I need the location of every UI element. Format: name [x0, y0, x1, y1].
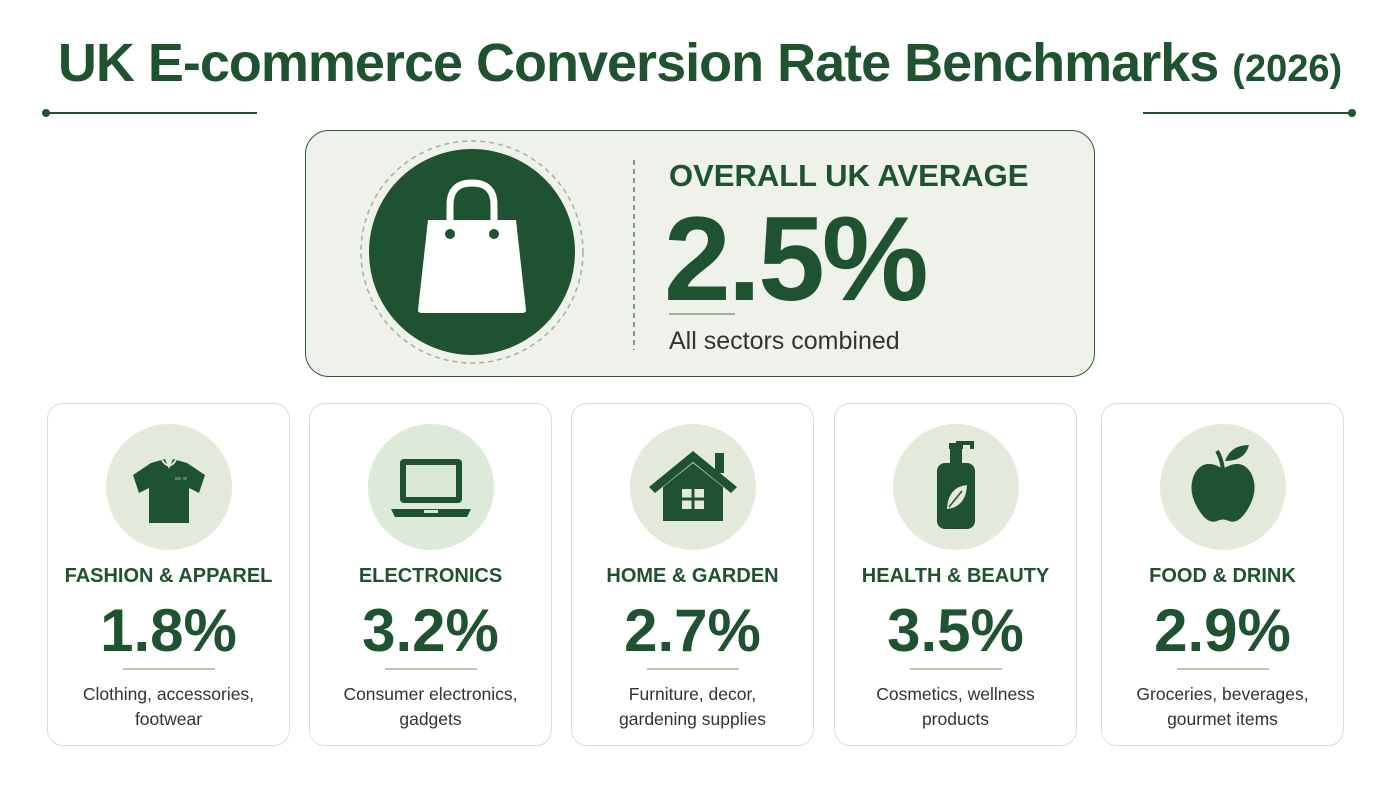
sector-card: ELECTRONICS 3.2% Consumer electronics, gad…	[309, 403, 552, 746]
overall-value: 2.5%	[664, 192, 929, 326]
sector-icon	[106, 424, 232, 550]
sector-rule	[647, 668, 739, 670]
overall-rule	[669, 313, 735, 315]
sector-name: FOOD & DRINK	[1149, 565, 1296, 587]
sector-description: Consumer electronics, gadgets	[343, 684, 518, 729]
sector-rule	[385, 668, 477, 670]
sector-value: 1.8%	[100, 597, 237, 664]
sector-description: Cosmetics, wellness products	[876, 684, 1035, 729]
bag-icon	[360, 140, 635, 364]
sector-value: 3.5%	[887, 597, 1024, 664]
sector-rule	[1177, 668, 1269, 670]
sector-icon	[368, 424, 494, 550]
title-year: (2026)	[1232, 48, 1343, 90]
overall-note: All sectors combined	[669, 327, 900, 355]
title-text: UK E-commerce Conversion Rate Benchmarks	[57, 33, 1219, 93]
sector-icon	[1160, 424, 1286, 550]
sector-card: FOOD & DRINK 2.9% Groceries, beverages, go…	[1101, 403, 1344, 746]
sector-name: ELECTRONICS	[358, 565, 503, 587]
sector-value: 3.2%	[362, 597, 499, 664]
sector-card: HEALTH & BEAUTY 3.5% Cosmetics, wellness p…	[834, 403, 1077, 746]
overall-label: OVERALL UK AVERAGE	[669, 158, 1029, 193]
sector-rule	[123, 668, 215, 670]
sector-icon	[893, 424, 1019, 550]
sector-description: Clothing, accessories, footwear	[82, 684, 255, 729]
sector-value: 2.7%	[624, 597, 761, 664]
sector-name: FASHION & APPAREL	[64, 565, 273, 587]
title: UK E-commerce Conversion Rate Benchmarks…	[0, 32, 1400, 94]
sector-name: HOME & GARDEN	[606, 565, 779, 587]
sector-icon	[630, 424, 756, 550]
sector-description: Groceries, beverages, gourmet items	[1136, 684, 1309, 729]
sector-rule	[910, 668, 1002, 670]
sector-value: 2.9%	[1154, 597, 1291, 664]
decor	[42, 109, 1356, 117]
sector-name: HEALTH & BEAUTY	[861, 565, 1050, 587]
sector-card: HOME & GARDEN 2.7% Furniture, decor, garde…	[571, 403, 814, 746]
sector-card: FASHION & APPAREL 1.8% Clothing, accessori…	[47, 403, 290, 746]
sector-description: Furniture, decor, gardening supplies	[619, 684, 766, 729]
